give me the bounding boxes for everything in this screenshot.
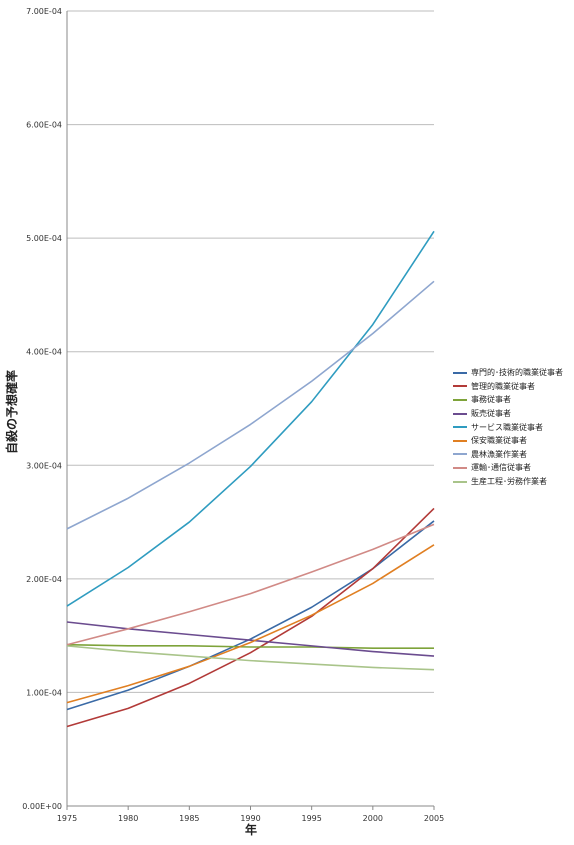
legend-item: 運輸･通信従事者 — [453, 461, 573, 475]
legend-label: 事務従事者 — [471, 395, 511, 405]
legend-label: 保安職業従事者 — [471, 436, 527, 446]
legend-item: 販売従事者 — [453, 407, 573, 421]
x-tick-labels: 1975 1980 1985 1990 1995 2000 2005 — [57, 806, 444, 823]
legend-swatch — [453, 480, 467, 483]
legend-item: サービス職業従事者 — [453, 420, 573, 434]
legend-label: 農林漁業作業者 — [471, 449, 527, 459]
legend-swatch — [453, 439, 467, 442]
x-tick-label: 1990 — [240, 814, 260, 823]
x-tick-label: 1980 — [118, 814, 138, 823]
legend-label: サービス職業従事者 — [471, 422, 543, 432]
series-line — [66, 643, 434, 649]
x-tick-label: 2005 — [424, 814, 444, 823]
series-line — [66, 230, 435, 607]
y-tick-label: 2.00E-04 — [26, 575, 62, 584]
legend-swatch — [453, 412, 467, 415]
legend-label: 運輸･通信従事者 — [471, 463, 531, 473]
legend-item: 農林漁業作業者 — [453, 448, 573, 462]
legend-label: 管理的職業従事者 — [471, 381, 535, 391]
y-axis-title: 自殺の予想確率 — [4, 370, 19, 454]
y-tick-label: 5.00E-04 — [26, 234, 62, 243]
series-line — [66, 507, 435, 728]
x-tick-label: 1975 — [57, 814, 77, 823]
series-lines — [66, 230, 435, 728]
y-tick-label: 1.00E-04 — [26, 688, 62, 697]
x-tick-label: 2000 — [363, 814, 383, 823]
x-axis-title: 年 — [245, 822, 257, 837]
legend-label: 販売従事者 — [471, 409, 511, 419]
legend-label: 専門的･技術的職業従事者 — [471, 368, 563, 378]
legend-swatch — [453, 385, 467, 388]
series-line — [66, 544, 435, 704]
y-tick-labels: 0.00E+00 1.00E-04 2.00E-04 3.00E-04 4.00E-04… — [22, 7, 62, 811]
series-line — [66, 523, 435, 646]
y-tick-label: 3.00E-04 — [26, 461, 62, 470]
legend-swatch — [453, 398, 467, 401]
legend-item: 管理的職業従事者 — [453, 380, 573, 394]
legend-swatch — [453, 371, 467, 374]
x-tick-label: 1995 — [301, 814, 321, 823]
y-tick-label: 6.00E-04 — [26, 121, 62, 130]
legend: 専門的･技術的職業従事者 管理的職業従事者 事務従事者販売従事者サービス職業従事者保… — [453, 366, 573, 488]
x-tick-label: 1985 — [179, 814, 199, 823]
y-tick-label: 0.00E+00 — [22, 802, 62, 811]
legend-swatch — [453, 426, 467, 429]
y-tick-label: 4.00E-04 — [26, 348, 62, 357]
legend-item: 保安職業従事者 — [453, 434, 573, 448]
y-tick-label: 7.00E-04 — [26, 7, 62, 16]
series-line — [66, 645, 435, 671]
series-line — [66, 280, 435, 530]
legend-item: 専門的･技術的職業従事者 — [453, 366, 573, 380]
legend-item: 生産工程･労務作業者 — [453, 475, 573, 489]
legend-label: 生産工程･労務作業者 — [471, 477, 547, 487]
series-line — [66, 520, 435, 711]
legend-swatch — [453, 466, 467, 469]
legend-swatch — [453, 453, 467, 456]
gridlines — [67, 10, 434, 693]
legend-item: 事務従事者 — [453, 393, 573, 407]
